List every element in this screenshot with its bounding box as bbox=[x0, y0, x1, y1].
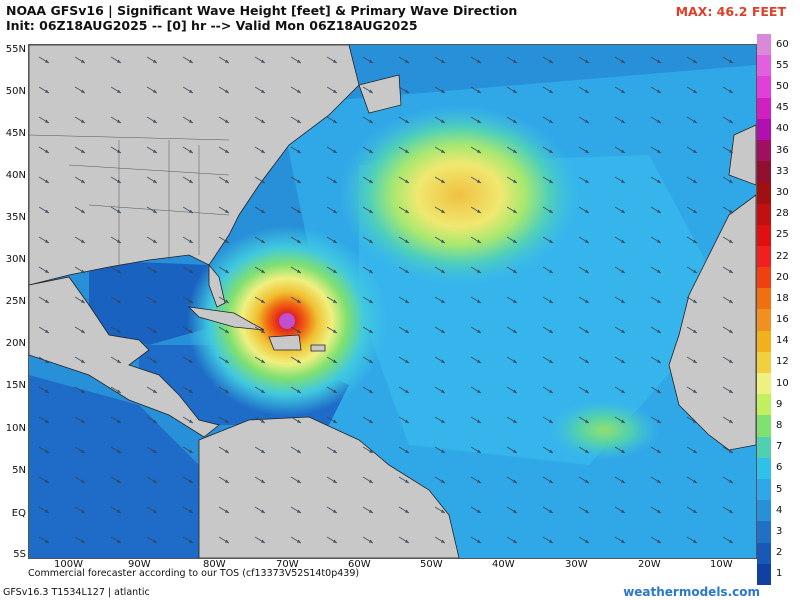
lon-label: 100W bbox=[54, 559, 83, 570]
color-scale-swatch bbox=[757, 373, 771, 395]
lat-label: 35N bbox=[5, 212, 26, 223]
color-scale-label: 50 bbox=[776, 80, 789, 92]
max-value-label: MAX: 46.2 FEET bbox=[675, 4, 786, 19]
color-scale-swatch bbox=[757, 182, 771, 204]
model-info: GFSv16.3 T1534L127 | atlantic bbox=[3, 587, 150, 598]
color-scale-swatch bbox=[757, 436, 771, 458]
color-scale-label: 10 bbox=[776, 377, 789, 389]
color-scale-label: 3 bbox=[776, 526, 783, 538]
map-title: NOAA GFSv16 | Significant Wave Height [f… bbox=[6, 3, 518, 18]
color-scale-label: 9 bbox=[776, 398, 783, 410]
lon-label: 50W bbox=[420, 559, 443, 570]
color-scale-swatch bbox=[757, 563, 771, 585]
lon-label: 60W bbox=[348, 559, 371, 570]
color-scale-label: 14 bbox=[776, 335, 789, 347]
lat-label: 10N bbox=[5, 423, 26, 434]
color-scale-label: 4 bbox=[776, 504, 783, 516]
lon-label: 40W bbox=[492, 559, 515, 570]
color-scale-label: 16 bbox=[776, 314, 789, 326]
color-scale-label: 25 bbox=[776, 229, 789, 241]
color-scale-swatch bbox=[757, 478, 771, 501]
lon-label: 10W bbox=[710, 559, 733, 570]
lat-label: 20N bbox=[5, 338, 26, 349]
color-scale-swatch bbox=[757, 55, 771, 77]
color-scale-swatch bbox=[757, 161, 771, 183]
brand-link[interactable]: weathermodels.com bbox=[623, 585, 760, 599]
lat-label: 55N bbox=[5, 44, 26, 55]
color-scale-label: 28 bbox=[776, 208, 789, 220]
lon-label: 20W bbox=[638, 559, 661, 570]
color-scale-swatch bbox=[757, 351, 771, 373]
lat-label: 15N bbox=[5, 380, 26, 391]
color-scale-swatch bbox=[757, 267, 771, 289]
color-scale-swatch bbox=[757, 309, 771, 331]
color-scale-label: 5 bbox=[776, 483, 783, 495]
color-scale-swatch bbox=[757, 139, 771, 162]
lat-label: 30N bbox=[5, 254, 26, 265]
color-scale-label: 45 bbox=[776, 102, 789, 114]
color-scale-swatch bbox=[757, 245, 771, 268]
lon-label: 30W bbox=[565, 559, 588, 570]
color-scale-swatch bbox=[757, 394, 771, 416]
color-scale-swatch bbox=[757, 500, 771, 522]
lat-label: 45N bbox=[5, 128, 26, 139]
color-scale-label: 33 bbox=[776, 165, 789, 177]
color-scale-label: 20 bbox=[776, 271, 789, 283]
color-scale-label: 22 bbox=[776, 250, 789, 262]
lon-label: 80W bbox=[203, 559, 226, 570]
color-scale-label: 40 bbox=[776, 123, 789, 135]
map-canvas bbox=[29, 45, 756, 558]
color-scale-label: 55 bbox=[776, 59, 789, 71]
color-scale-swatch bbox=[757, 415, 771, 437]
color-scale-swatch bbox=[757, 288, 771, 310]
color-scale-bar bbox=[757, 34, 771, 585]
color-scale-label: 8 bbox=[776, 420, 783, 432]
lat-label: 40N bbox=[5, 170, 26, 181]
lat-label: 5N bbox=[12, 465, 26, 476]
color-scale-swatch bbox=[757, 76, 771, 98]
color-scale-label: 1 bbox=[776, 568, 783, 580]
color-scale-label: 18 bbox=[776, 292, 789, 304]
wave-direction-arrows bbox=[29, 45, 756, 558]
color-scale-swatch bbox=[757, 330, 771, 352]
commercial-note: Commercial forecaster according to our T… bbox=[28, 568, 360, 579]
color-scale-label: 60 bbox=[776, 38, 789, 50]
color-scale-swatch bbox=[757, 118, 771, 140]
color-scale-label: 12 bbox=[776, 356, 789, 368]
color-scale-label: 7 bbox=[776, 441, 783, 453]
lon-label: 90W bbox=[128, 559, 151, 570]
color-scale-label: 30 bbox=[776, 186, 789, 198]
color-scale-swatch bbox=[757, 97, 771, 119]
color-scale-label: 2 bbox=[776, 547, 783, 559]
lat-label: 5S bbox=[13, 549, 26, 560]
color-scale-swatch bbox=[757, 542, 771, 564]
color-scale-swatch bbox=[757, 34, 771, 56]
color-scale-label: 36 bbox=[776, 144, 789, 156]
color-scale-swatch bbox=[757, 457, 771, 479]
map-subtitle: Init: 06Z18AUG2025 -- [0] hr --> Valid M… bbox=[6, 18, 418, 33]
wave-height-map bbox=[28, 44, 757, 559]
color-scale-swatch bbox=[757, 203, 771, 225]
lat-label: 50N bbox=[5, 86, 26, 97]
color-scale-label: 6 bbox=[776, 462, 783, 474]
lon-label: 70W bbox=[276, 559, 299, 570]
color-scale-swatch bbox=[757, 224, 771, 246]
lat-label: EQ bbox=[11, 508, 26, 519]
color-scale-swatch bbox=[757, 521, 771, 543]
lat-label: 25N bbox=[5, 296, 26, 307]
